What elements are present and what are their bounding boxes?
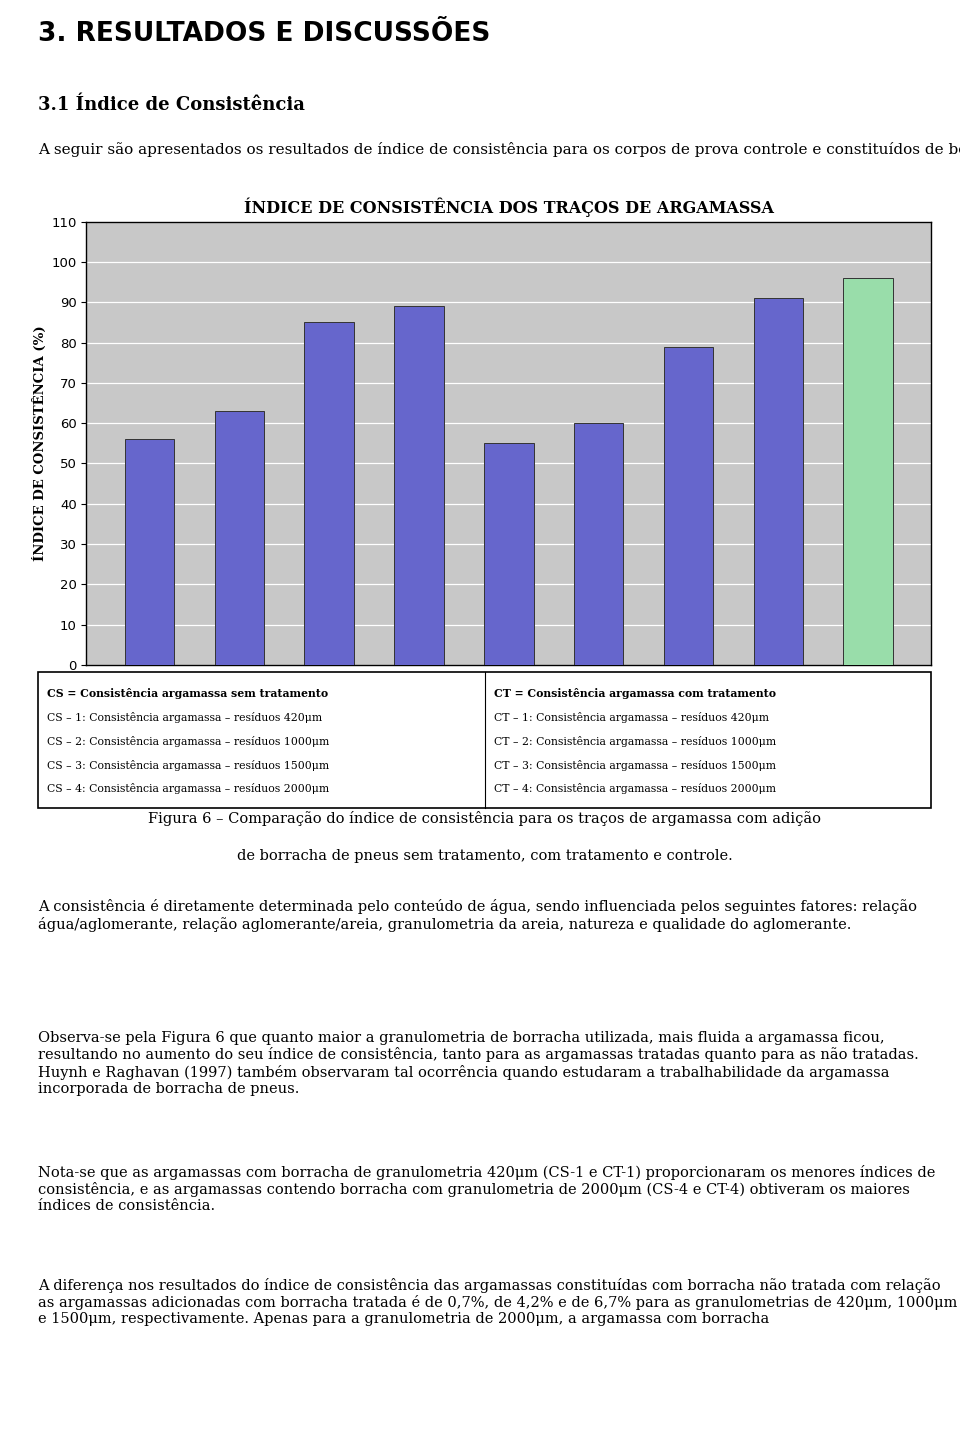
Bar: [663, 346, 713, 665]
Bar: [754, 299, 803, 665]
Text: 3. RESULTADOS E DISCUSSÕES: 3. RESULTADOS E DISCUSSÕES: [38, 21, 491, 47]
Text: CT – 1: Consistência argamassa – resíduos 420μm: CT – 1: Consistência argamassa – resíduo…: [493, 712, 769, 724]
Text: A consistência é diretamente determinada pelo conteúdo de água, sendo influencia: A consistência é diretamente determinada…: [38, 899, 918, 932]
Title: ÍNDICE DE CONSISTÊNCIA DOS TRAÇOS DE ARGAMASSA: ÍNDICE DE CONSISTÊNCIA DOS TRAÇOS DE ARG…: [244, 197, 774, 217]
Text: Nota-se que as argamassas com borracha de granulometria 420μm (CS-1 e CT-1) prop: Nota-se que as argamassas com borracha d…: [38, 1164, 936, 1213]
Bar: [215, 410, 264, 665]
Text: CT – 2: Consistência argamassa – resíduos 1000μm: CT – 2: Consistência argamassa – resíduo…: [493, 736, 776, 746]
Text: Figura 6 – Comparação do índice de consistência para os traços de argamassa com : Figura 6 – Comparação do índice de consi…: [148, 811, 822, 825]
Bar: [395, 306, 444, 665]
Bar: [574, 423, 623, 665]
Text: A diferença nos resultados do índice de consistência das argamassas constituídas: A diferença nos resultados do índice de …: [38, 1278, 958, 1327]
Text: A seguir são apresentados os resultados de índice de consistência para os corpos: A seguir são apresentados os resultados …: [38, 143, 960, 157]
Bar: [484, 443, 534, 665]
Bar: [304, 322, 354, 665]
Bar: [125, 439, 174, 665]
Bar: [844, 277, 893, 665]
Text: CS – 4: Consistência argamassa – resíduos 2000μm: CS – 4: Consistência argamassa – resíduo…: [47, 784, 329, 795]
Text: CT – 4: Consistência argamassa – resíduos 2000μm: CT – 4: Consistência argamassa – resíduo…: [493, 784, 776, 795]
Text: CT – 3: Consistência argamassa – resíduos 1500μm: CT – 3: Consistência argamassa – resíduo…: [493, 759, 776, 771]
Text: CS – 2: Consistência argamassa – resíduos 1000μm: CS – 2: Consistência argamassa – resíduo…: [47, 736, 329, 746]
Text: CS – 3: Consistência argamassa – resíduos 1500μm: CS – 3: Consistência argamassa – resíduo…: [47, 759, 329, 771]
X-axis label: TRAÇOS DE ARGAMASSA: TRAÇOS DE ARGAMASSA: [399, 748, 618, 761]
Text: 3.1 Índice de Consistência: 3.1 Índice de Consistência: [38, 96, 305, 114]
Text: de borracha de pneus sem tratamento, com tratamento e controle.: de borracha de pneus sem tratamento, com…: [237, 848, 732, 862]
Y-axis label: ÍNDICE DE CONSISTÊNCIA (%): ÍNDICE DE CONSISTÊNCIA (%): [33, 326, 47, 561]
Text: CS = Consistência argamassa sem tratamento: CS = Consistência argamassa sem tratamen…: [47, 688, 328, 699]
Text: CT = Consistência argamassa com tratamento: CT = Consistência argamassa com tratamen…: [493, 688, 776, 699]
Text: Observa-se pela Figura 6 que quanto maior a granulometria de borracha utilizada,: Observa-se pela Figura 6 que quanto maio…: [38, 1031, 919, 1095]
Text: CS – 1: Consistência argamassa – resíduos 420μm: CS – 1: Consistência argamassa – resíduo…: [47, 712, 323, 724]
